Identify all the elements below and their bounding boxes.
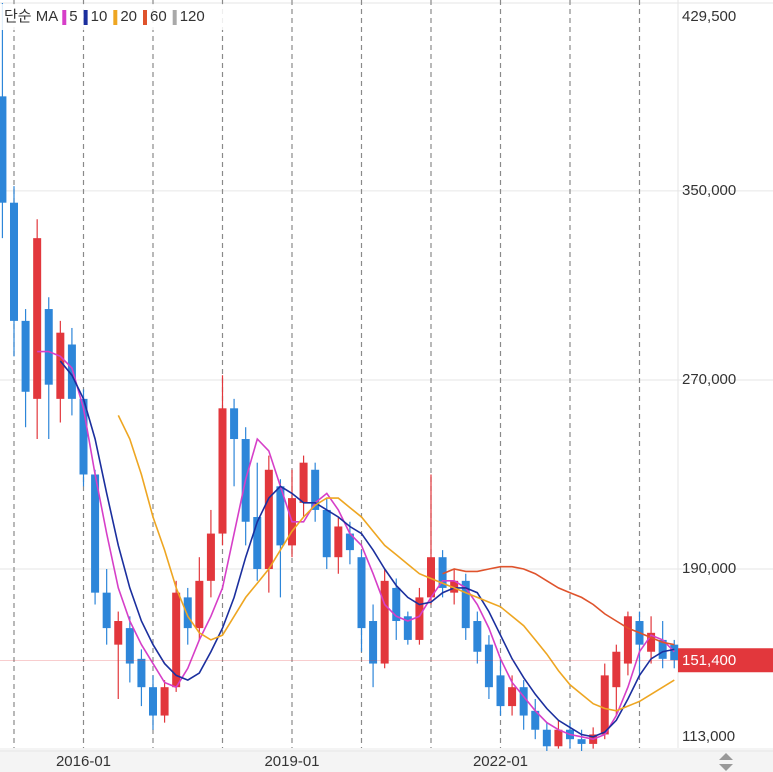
arrow-down[interactable] [719,764,733,771]
legend-swatch [62,10,67,25]
candle-body [380,580,389,664]
candle-body [10,202,18,321]
candle-body [33,238,42,399]
candle-body [183,597,192,629]
legend-swatch [172,10,177,25]
candle-body [114,621,123,645]
candle-body [450,580,459,593]
candle-body [496,675,505,707]
candle-body [149,687,157,716]
candle-body [484,644,493,688]
candle-body [311,469,320,510]
candle-body [67,344,76,399]
candle-body [392,587,401,622]
candle-body [542,729,551,747]
candle-body [647,632,656,652]
legend-label: 20 [120,8,137,25]
candle-body [473,621,482,652]
y-tick-label: 270,000 [682,371,736,388]
candle-body [172,592,181,688]
candle-body [206,533,215,581]
candle-body [253,517,262,570]
ma-line [117,415,675,712]
y-tick-label: 350,000 [682,182,736,199]
candle-body [531,710,540,730]
x-tick-label: 2016-01 [56,753,111,770]
current-price-box [678,648,773,673]
x-axis-band [0,748,773,772]
candle-body [508,687,517,707]
candle-body [79,398,88,475]
arrow-up[interactable] [719,753,733,760]
candle-body [195,580,204,629]
candle-body [670,644,679,661]
candle-body [519,687,528,716]
legend-background [0,4,262,30]
candle-body [276,486,285,546]
candle-body [403,616,412,640]
candle-body [21,320,30,392]
y-tick-label: 190,000 [682,560,736,577]
candles [0,3,679,751]
legend-swatch [143,10,147,25]
candle-body [427,557,435,598]
x-tick-label: 2022-01 [473,753,528,770]
ma-line [442,565,675,646]
candle-body [125,628,134,664]
y-tick-label: 429,500 [682,8,736,25]
candle-body [600,675,609,735]
candle-body [345,533,354,551]
candle-body [160,687,169,716]
candle-body [0,96,7,203]
current-price-label: 151,400 [682,652,736,669]
candle-body [577,739,586,744]
candle-body [438,557,447,588]
legend-title: 단순 MA [4,8,58,25]
candle-body [299,462,308,503]
y-tick-label: 113,000 [682,728,735,745]
scroll-control[interactable] [719,753,733,771]
candle-body [415,597,424,640]
candle-body [230,408,239,440]
candle-body [461,580,470,629]
legend-swatch [113,10,118,25]
candle-body [623,616,632,664]
candle-body [218,408,227,534]
ma-line [37,350,675,741]
labels: 113,000 190,000 270,000 350,000 429,500 2016-… [0,8,773,770]
candle-body [357,557,366,629]
candle-body [137,658,146,688]
legend-label: 10 [91,8,108,25]
legend-label: 5 [69,8,77,25]
x-tick-label: 2019-01 [264,753,319,770]
candle-body [612,651,621,688]
candle-body [369,621,378,664]
candle-body [102,592,111,629]
candle-body [334,526,343,558]
candle-body [264,469,273,570]
legend-label: 120 [180,8,205,25]
candle-body [554,729,563,747]
candle-body [91,474,100,593]
moving-averages [37,350,675,741]
legend: 단순 MA 5 10 20 60 120 [0,4,262,30]
candle-body [658,639,667,659]
candle-body [322,509,331,558]
legend-label: 60 [150,8,167,25]
candle-body [56,332,65,399]
candle-body [44,309,53,385]
legend-swatch [83,10,88,25]
